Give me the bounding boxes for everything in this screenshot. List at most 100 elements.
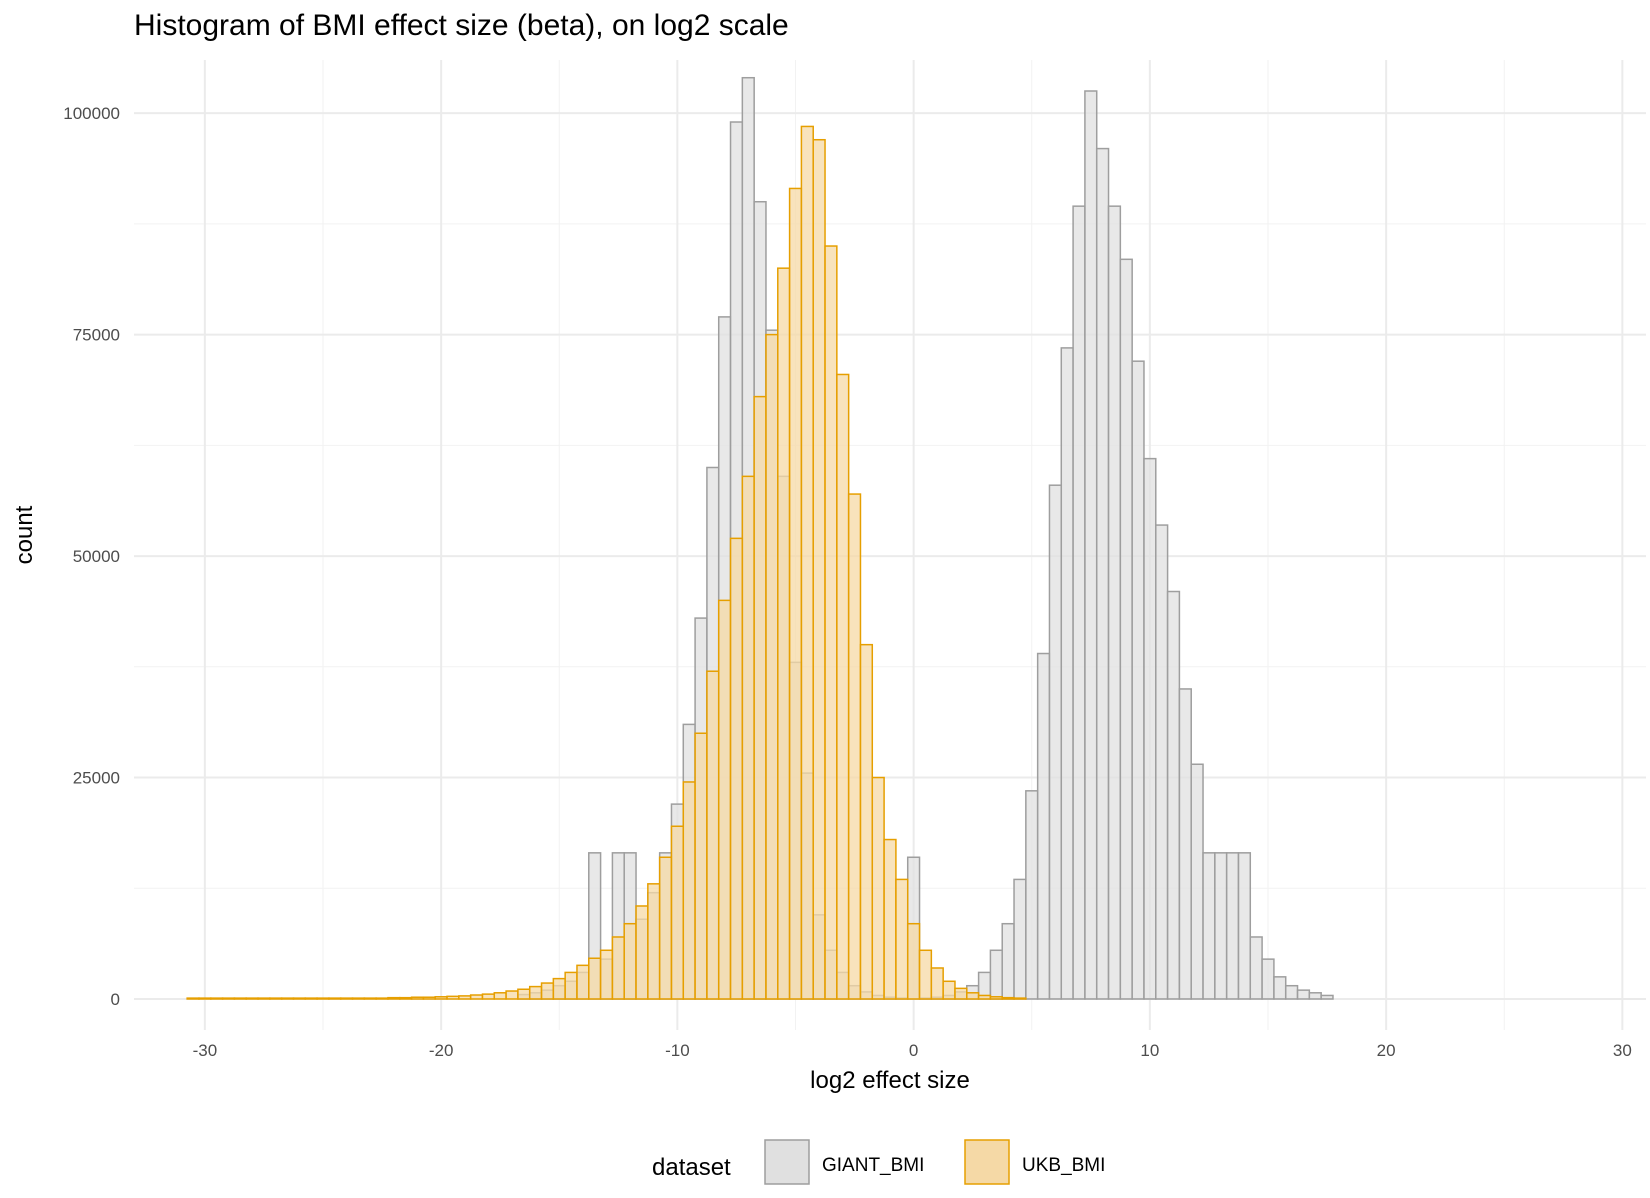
y-axis-title: count [11,505,38,564]
series-ukb-bmi [186,125,1027,1000]
legend-label-giant-bmi: GIANT_BMI [822,1155,924,1176]
bar [351,997,366,1000]
bar [977,994,992,1000]
bar [1249,936,1263,1000]
bar [1308,992,1322,1000]
bar [989,996,1003,1000]
bar [588,957,602,1000]
bar [528,985,543,1000]
bar [1119,258,1133,1000]
y-tick-label: 50000 [73,547,120,566]
bar [1202,852,1216,1000]
bar [505,990,519,1000]
axis-tick-labels: -30 -20 -10 0 10 20 30 0 25000 50000 75000 100000 [63,104,1632,1060]
bar [1131,360,1145,1000]
bar [469,994,484,1000]
legend-swatch-ukb-bmi [964,1139,1010,1185]
bar [304,997,318,1000]
bar [552,977,566,1000]
bar [434,996,448,1000]
bar [847,493,862,1000]
bar [233,997,247,1000]
bar [1155,524,1169,1000]
bar [1273,976,1287,1000]
bar [599,949,614,1000]
bar [611,936,625,1000]
bar [399,996,413,1000]
legend: dataset GIANT_BMI UKB_BMI [652,1139,1105,1185]
bar [1190,763,1204,1000]
bar [1237,852,1252,1000]
bar [658,856,673,1000]
bar [966,992,980,1000]
bar [280,997,295,1000]
bar [906,922,921,1000]
bar [694,732,708,1000]
y-tick-label: 75000 [73,326,120,345]
bar [859,643,874,1000]
bar [635,905,649,1000]
bar [1072,205,1086,1000]
bar [458,995,472,1000]
bar [1036,652,1051,1000]
bar [670,825,685,1000]
bar [1107,205,1122,1000]
chart-title: Histogram of BMI effect size (beta), on … [134,9,789,42]
y-tick-label: 25000 [73,769,120,788]
bar [729,537,744,1000]
x-axis-title: log2 effect size [810,1067,970,1094]
bar [1320,994,1334,1000]
series-giant-bmi [517,76,1334,1000]
bar [1166,590,1181,1000]
bar [292,997,307,1000]
bar [221,997,236,1000]
bar [871,776,885,1000]
bar [1025,790,1039,1000]
bar [1225,852,1240,1000]
bar [328,997,342,1000]
bar [1178,688,1192,1000]
bar [446,995,460,1000]
bar [777,267,791,1000]
bar [836,373,850,1000]
bar [765,333,779,1000]
bar [824,245,838,1000]
x-tick-label: -10 [665,1041,690,1060]
bar [1013,878,1027,1000]
bar [186,997,200,1000]
bar [316,997,330,1000]
bar [1214,852,1228,1000]
bar [788,187,803,1000]
bar [363,997,377,1000]
bar [1048,484,1063,1000]
bar [1013,997,1027,1000]
bar [647,883,661,1000]
bar [1284,984,1299,1000]
bar [1001,922,1015,1000]
bar [1001,996,1015,1000]
bar [753,395,767,1000]
x-tick-label: -20 [429,1041,454,1060]
bar [257,997,271,1000]
bar [623,922,637,1000]
bar [564,971,578,1000]
bar [895,878,909,1000]
x-tick-label: 20 [1377,1041,1396,1060]
bar [198,997,212,1000]
bar [942,980,956,1000]
bar [706,670,720,1000]
bar [1261,958,1275,1000]
bar [1095,147,1110,1000]
bar [210,997,224,1000]
bar [540,982,555,1000]
bar [245,997,259,1000]
x-tick-label: -30 [193,1041,218,1060]
bar [375,997,389,1000]
bar [1296,989,1311,1000]
bar [410,996,425,1000]
histogram-bars [186,76,1334,1000]
legend-label-ukb-bmi: UKB_BMI [1022,1155,1105,1176]
x-tick-label: 30 [1613,1041,1632,1060]
bar [918,949,933,1000]
y-tick-label: 100000 [63,104,120,123]
